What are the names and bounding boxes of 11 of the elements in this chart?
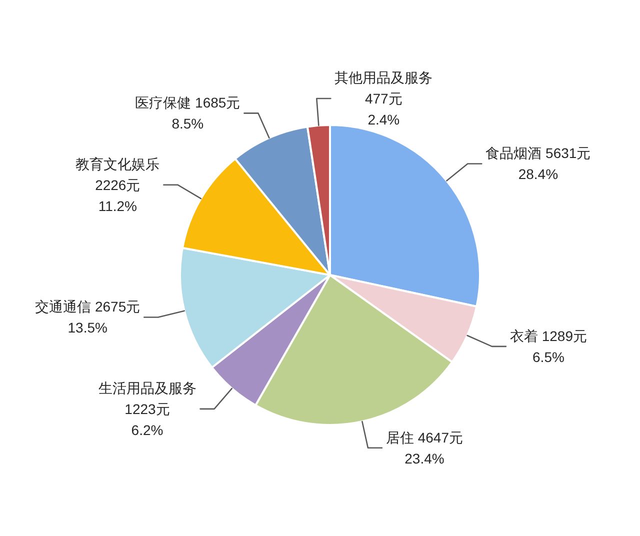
slice-label: 生活用品及服务: [98, 380, 196, 396]
slice-label: 食品烟酒 5631元 28.4%: [486, 145, 591, 182]
data-label: 1223元 6.2%: [124, 400, 170, 438]
slice-label: 交通通信 2675元 13.5%: [35, 298, 140, 336]
slice-label: 医疗保健 1685元 8.5%: [135, 94, 240, 132]
slice-label: 其他用品及服务: [334, 69, 433, 86]
slice-label: 衣着 1289元 6.5%: [510, 328, 587, 365]
data-label: 2226元 11.2%: [95, 176, 140, 214]
slice-label: 居住 4647元 23.4%: [386, 429, 464, 466]
slice-label: 教育文化娱乐: [76, 156, 160, 172]
data-label: 477元 2.4%: [364, 90, 402, 128]
